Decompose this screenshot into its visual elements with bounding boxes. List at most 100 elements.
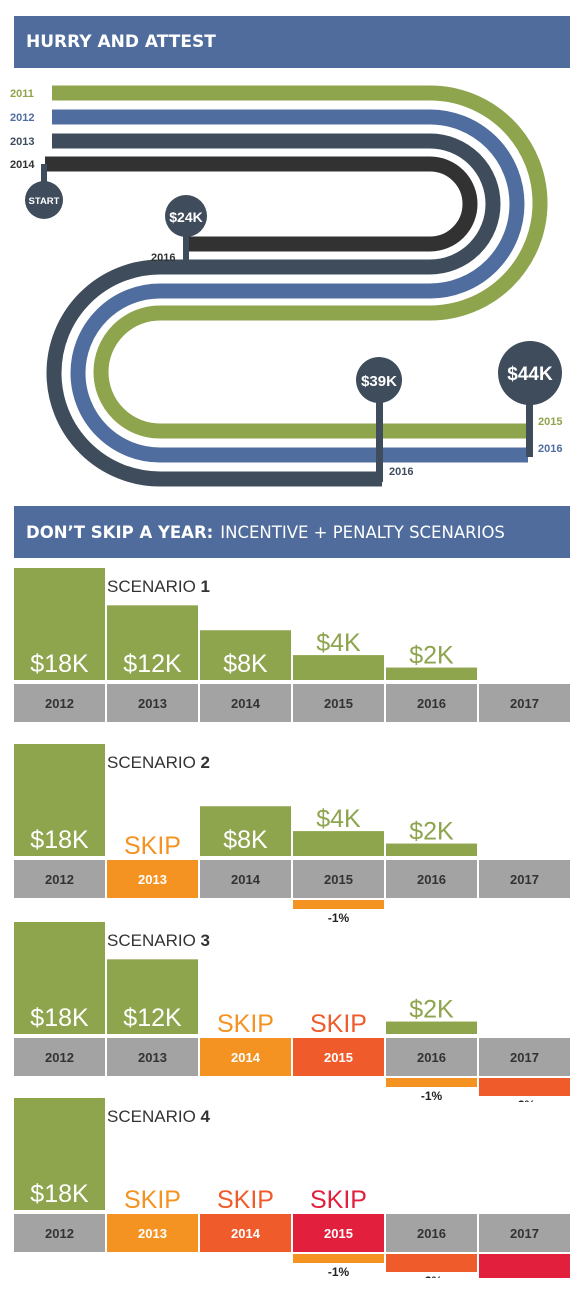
marker-44k-stem [526, 395, 533, 457]
scenario-title-number: 3 [201, 931, 210, 950]
year-label-2015: 2015 [324, 696, 353, 711]
year-label-2017: 2017 [510, 696, 539, 711]
marker-39k-stem [376, 396, 383, 482]
incentive-bar-2013 [107, 959, 198, 1034]
year-label-2015: 2015 [324, 872, 353, 887]
incentive-label-2015: $4K [316, 629, 361, 657]
scenario-title-word: SCENARIO [107, 1107, 201, 1126]
section-header-scenarios: DON’T SKIP A YEAR: INCENTIVE + PENALTY S… [14, 506, 570, 558]
year-label-2012: 2012 [45, 872, 74, 887]
incentive-bar-2015 [293, 655, 384, 680]
skip-label-2014: SKIP [217, 1186, 274, 1214]
race-track-diagram: 2011 2012 2013 2014 START $24K 2016 $39K 2016 $44… [10, 85, 562, 487]
scenario-title: SCENARIO 1 [107, 577, 210, 596]
year-box-2017 [479, 1214, 570, 1252]
year-box-2012 [14, 860, 105, 898]
year-box-2012 [14, 1038, 105, 1076]
scenario-3-chart: SCENARIO 3 $18K 2012 $12K 2013 SKIP 2014 SKIP 20… [0, 922, 584, 1102]
penalty-bar-2017 [479, 1254, 570, 1278]
section-title-rest: INCENTIVE + PENALTY SCENARIOS [220, 522, 505, 542]
start-marker-label: START [29, 196, 60, 207]
year-label-2016: 2016 [417, 1050, 446, 1065]
scenario-title: SCENARIO 3 [107, 931, 210, 950]
incentive-label-2012: $18K [30, 1180, 89, 1208]
incentive-label-2016: $2K [409, 996, 454, 1024]
year-label-2016: 2016 [417, 696, 446, 711]
incentive-label-2012: $18K [30, 650, 89, 678]
year-label-2013: 2013 [138, 696, 167, 711]
incentive-label-2014: $8K [223, 650, 268, 678]
year-label-2014: 2014 [231, 1226, 261, 1241]
skip-label-2013: SKIP [124, 832, 181, 860]
year-box-2017 [479, 1038, 570, 1076]
marker-24k-circle [165, 195, 207, 237]
year-box-2014 [200, 860, 291, 898]
incentive-bar-2012 [14, 922, 105, 1034]
year-label-2017: 2017 [510, 1226, 539, 1241]
incentive-bar-2016 [386, 667, 477, 680]
skip-label-2013: SKIP [124, 1186, 181, 1214]
year-box-2017 [479, 860, 570, 898]
year-label-2016: 2016 [417, 872, 446, 887]
track-line-2013 [46, 133, 501, 487]
year-label-2015: 2015 [324, 1050, 353, 1065]
year-box-2017 [479, 684, 570, 722]
incentive-bar-2012 [14, 568, 105, 680]
year-box-2013 [107, 1038, 198, 1076]
end-year-label-green: 2015 [538, 416, 562, 428]
incentive-bar-2016 [386, 1021, 477, 1034]
penalty-label-2017: -2% [514, 1098, 536, 1102]
year-box-2015 [293, 860, 384, 898]
penalty-label-2016: -2% [421, 1274, 443, 1278]
scenario-title-number: 1 [201, 577, 210, 596]
incentive-bar-2012 [14, 1098, 105, 1210]
scenario-title-number: 2 [201, 753, 210, 772]
end-year-label-slate: 2016 [389, 466, 413, 478]
scenario-2-chart: SCENARIO 2 $18K 2012 SKIP 2013 $8K 2014 $4K 2015… [0, 744, 584, 924]
end-year-label-charcoal: 2016 [151, 252, 175, 264]
scenario-4-chart: SCENARIO 4 $18K 2012 SKIP 2013 SKIP 2014 SKIP 20… [0, 1098, 584, 1278]
year-box-2013 [107, 860, 198, 898]
section-title-bold: DON’T SKIP A YEAR: [26, 522, 214, 542]
year-box-2016 [386, 684, 477, 722]
incentive-label-2016: $2K [409, 818, 454, 846]
year-box-2012 [14, 684, 105, 722]
incentive-label-2016: $2K [409, 642, 454, 670]
penalty-bar-2016 [386, 1078, 477, 1087]
year-box-2012 [14, 1214, 105, 1252]
year-label-2012: 2012 [45, 1226, 74, 1241]
incentive-label-2013: $12K [123, 650, 182, 678]
year-box-2016 [386, 860, 477, 898]
year-box-2015 [293, 1214, 384, 1252]
incentive-bar-2015 [293, 831, 384, 856]
scenario-title-number: 4 [201, 1107, 211, 1126]
track-line-2012 [52, 109, 528, 463]
scenario-svg: SCENARIO 2 $18K 2012 SKIP 2013 $8K 2014 $4K 2015… [14, 744, 570, 924]
year-label-2013: 2013 [138, 872, 167, 887]
marker-39k-label: $39K [361, 373, 397, 390]
year-label-2012: 2012 [45, 1050, 74, 1065]
track-group [45, 85, 548, 487]
year-label-2014: 2014 [231, 872, 261, 887]
marker-24k-label: $24K [169, 209, 202, 225]
scenario-svg: SCENARIO 3 $18K 2012 $12K 2013 SKIP 2014 SKIP 20… [14, 922, 570, 1102]
incentive-label-2013: $12K [123, 1004, 182, 1032]
incentive-bar-2014 [200, 806, 291, 856]
start-marker-circle [25, 181, 63, 219]
start-year-label-2013: 2013 [10, 136, 34, 148]
penalty-bar-2015 [293, 900, 384, 909]
year-label-2017: 2017 [510, 872, 539, 887]
year-label-2014: 2014 [231, 1050, 261, 1065]
marker-24k-stem [183, 232, 189, 262]
start-marker-stem [41, 164, 47, 182]
scenario-1-chart: SCENARIO 1 $18K 2012 $12K 2013 $8K 2014 $4K 2015… [0, 568, 584, 748]
year-label-2013: 2013 [138, 1050, 167, 1065]
scenario-svg: SCENARIO 4 $18K 2012 SKIP 2013 SKIP 2014 SKIP 20… [14, 1098, 570, 1278]
penalty-label-2015: -1% [328, 1265, 350, 1278]
incentive-bar-2013 [107, 605, 198, 680]
year-label-2012: 2012 [45, 696, 74, 711]
skip-label-2014: SKIP [217, 1010, 274, 1038]
year-box-2013 [107, 684, 198, 722]
marker-39k-circle [356, 357, 402, 403]
end-year-label-blue: 2016 [538, 443, 562, 455]
